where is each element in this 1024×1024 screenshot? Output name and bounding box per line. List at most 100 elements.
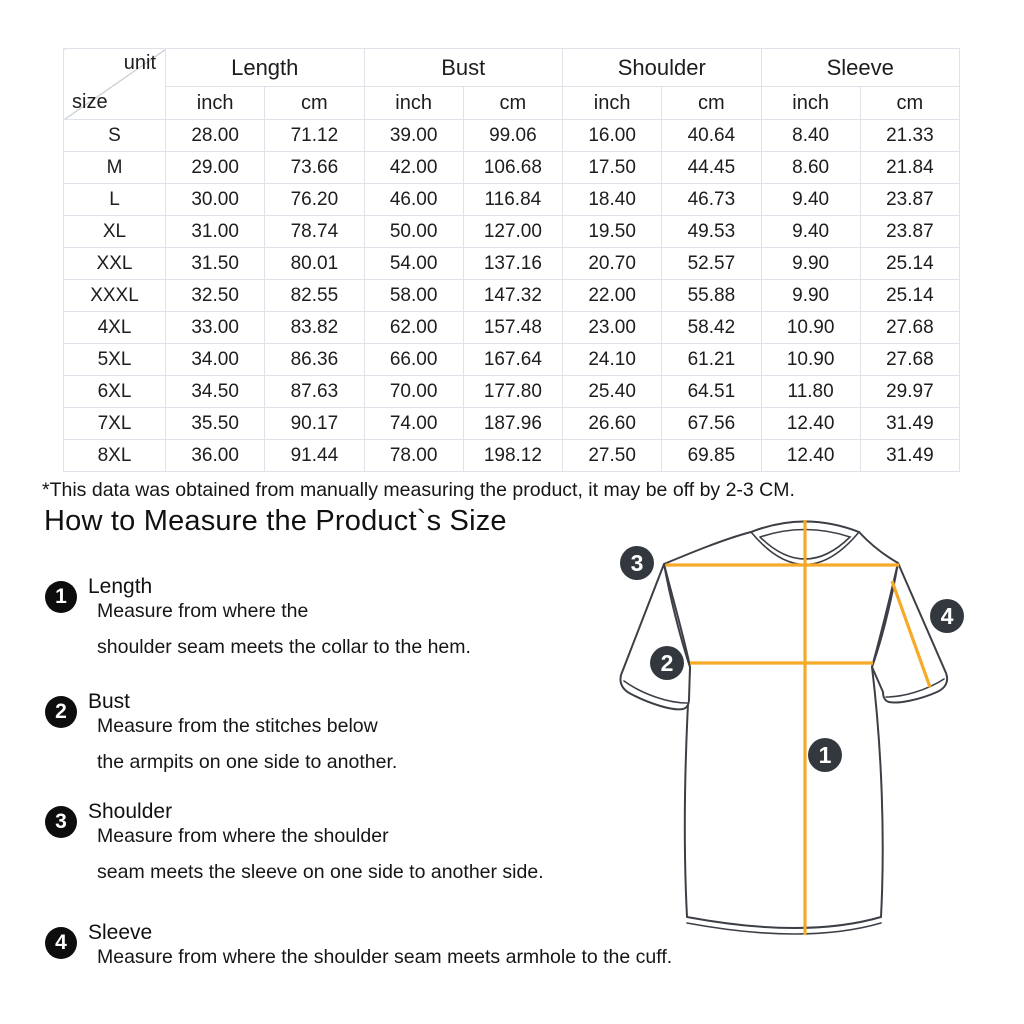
instruction-text: Measure from where the shoulder: [97, 825, 389, 847]
table-unit-header-row: inch cm inch cm inch cm inch cm: [64, 86, 961, 120]
measurement-cell: 9.40: [760, 215, 861, 248]
instruction-text: Measure from the stitches below: [97, 715, 378, 737]
table-row: 4XL 33.00 83.82 62.00 157.48 23.00 58.42 10.90 2…: [63, 311, 961, 344]
measurement-cell: 27.50: [561, 439, 663, 472]
measurement-cell: 69.85: [661, 439, 762, 472]
table-row: XXXL 32.50 82.55 58.00 147.32 22.00 55.88 9.90 2…: [63, 279, 961, 312]
measurement-cell: 31.49: [859, 439, 961, 472]
measurement-cell: 31.49: [859, 407, 961, 440]
instruction-bust: 2 Bust Measure from the stitches below t…: [45, 690, 397, 774]
measurement-cell: 70.00: [363, 375, 464, 408]
measurement-cell: 26.60: [561, 407, 663, 440]
measurement-cell: 44.45: [661, 151, 762, 184]
measurement-cell: 64.51: [661, 375, 762, 408]
number-1-badge: 1: [45, 581, 77, 613]
size-table-body: S 28.00 71.12 39.00 99.06 16.00 40.64 8.40 21.33…: [63, 119, 961, 472]
measurement-cell: 9.40: [760, 183, 861, 216]
unit-header: cm: [661, 86, 762, 120]
column-group-shoulder: Shoulder: [562, 48, 762, 87]
measurement-cell: 116.84: [462, 183, 564, 216]
measurement-cell: 30.00: [164, 183, 266, 216]
svg-text:4: 4: [941, 603, 954, 629]
measurement-cell: 76.20: [264, 183, 365, 216]
measurement-cell: 22.00: [561, 279, 663, 312]
sleeve-measure-line: [890, 580, 932, 688]
diagram-badge-4: 4: [930, 599, 964, 633]
corner-size-label: size: [72, 91, 108, 113]
measurement-cell: 86.36: [264, 343, 365, 376]
instruction-shoulder: 3 Shoulder Measure from where the should…: [45, 800, 544, 884]
t-shirt-collar-inner: [759, 528, 852, 560]
measurement-cell: 19.50: [561, 215, 663, 248]
diagram-badge-3: 3: [620, 546, 654, 580]
column-group-length: Length: [165, 48, 365, 87]
t-shirt-body: [663, 520, 899, 929]
t-shirt-hem-band: [686, 922, 882, 935]
instruction-text: the armpits on one side to another.: [97, 751, 398, 773]
measurement-cell: 167.64: [462, 343, 564, 376]
measurement-cell: 83.82: [264, 311, 365, 344]
table-row: 7XL 35.50 90.17 74.00 187.96 26.60 67.56 12.40 3…: [63, 407, 961, 440]
instruction-length: 1 Length Measure from where the shoulder…: [45, 575, 471, 659]
measurement-cell: 39.00: [363, 119, 464, 152]
size-label: L: [63, 183, 166, 216]
instruction-sleeve: 4 Sleeve Measure from where the shoulder…: [45, 921, 672, 969]
instruction-text: Measure from where the: [97, 600, 309, 622]
measurement-cell: 187.96: [462, 407, 564, 440]
measurement-cell: 78.74: [264, 215, 365, 248]
table-group-header-row: unit size Length Bust Shoulder Sleeve: [63, 48, 960, 120]
measurement-cell: 17.50: [561, 151, 663, 184]
measurement-cell: 40.64: [661, 119, 762, 152]
measurement-cell: 58.42: [661, 311, 762, 344]
measurement-cell: 62.00: [363, 311, 464, 344]
instruction-text: shoulder seam meets the collar to the he…: [97, 636, 471, 658]
measurement-disclaimer: *This data was obtained from manually me…: [42, 479, 795, 501]
table-row: 5XL 34.00 86.36 66.00 167.64 24.10 61.21 10.90 2…: [63, 343, 961, 376]
badge-circle: [650, 646, 684, 680]
size-label: 5XL: [63, 343, 166, 376]
measurement-cell: 91.44: [264, 439, 365, 472]
measurement-cell: 34.00: [164, 343, 266, 376]
measurement-cell: 58.00: [363, 279, 464, 312]
measurement-cell: 29.00: [164, 151, 266, 184]
measurement-cell: 9.90: [760, 247, 861, 280]
instruction-label: Length: [88, 575, 153, 598]
measurement-cell: 31.00: [164, 215, 266, 248]
measurement-cell: 42.00: [363, 151, 464, 184]
table-row: XXL 31.50 80.01 54.00 137.16 20.70 52.57 9.90 25…: [63, 247, 961, 280]
corner-unit-label: unit: [123, 52, 156, 74]
measurement-cell: 46.00: [363, 183, 464, 216]
measurement-cell: 24.10: [561, 343, 663, 376]
size-label: M: [63, 151, 166, 184]
measurement-cell: 21.84: [859, 151, 961, 184]
measurement-cell: 66.00: [363, 343, 464, 376]
measurement-cell: 9.90: [760, 279, 861, 312]
t-shirt-diagram: 3 4 2 1: [619, 520, 964, 935]
table-row: M 29.00 73.66 42.00 106.68 17.50 44.45 8.60 21.8…: [63, 151, 961, 184]
measurement-cell: 27.68: [859, 343, 961, 376]
column-group-sleeve: Sleeve: [760, 48, 960, 87]
badge-circle: [808, 738, 842, 772]
measurement-cell: 23.00: [561, 311, 663, 344]
diagram-badge-1: 1: [808, 738, 842, 772]
measurement-cell: 12.40: [760, 407, 861, 440]
measurement-cell: 28.00: [164, 119, 266, 152]
measurement-cell: 127.00: [462, 215, 564, 248]
size-chart-table: unit size Length Bust Shoulder Sleeve in…: [63, 48, 961, 472]
measurement-cell: 29.97: [859, 375, 961, 408]
measurement-cell: 82.55: [264, 279, 365, 312]
table-row: S 28.00 71.12 39.00 99.06 16.00 40.64 8.40 21.33: [63, 119, 961, 152]
size-label: 8XL: [63, 439, 166, 472]
t-shirt-left-cuff: [623, 680, 688, 704]
svg-text:2: 2: [661, 650, 674, 676]
measurement-cell: 36.00: [164, 439, 266, 472]
measurement-cell: 23.87: [859, 215, 961, 248]
measurement-cell: 34.50: [164, 375, 266, 408]
measurement-cell: 73.66: [264, 151, 365, 184]
size-label: XXXL: [63, 279, 166, 312]
measurement-cell: 80.01: [264, 247, 365, 280]
badge-circle: [930, 599, 964, 633]
size-label: 7XL: [63, 407, 166, 440]
unit-header: cm: [859, 86, 961, 120]
table-row: 6XL 34.50 87.63 70.00 177.80 25.40 64.51 11.80 2…: [63, 375, 961, 408]
